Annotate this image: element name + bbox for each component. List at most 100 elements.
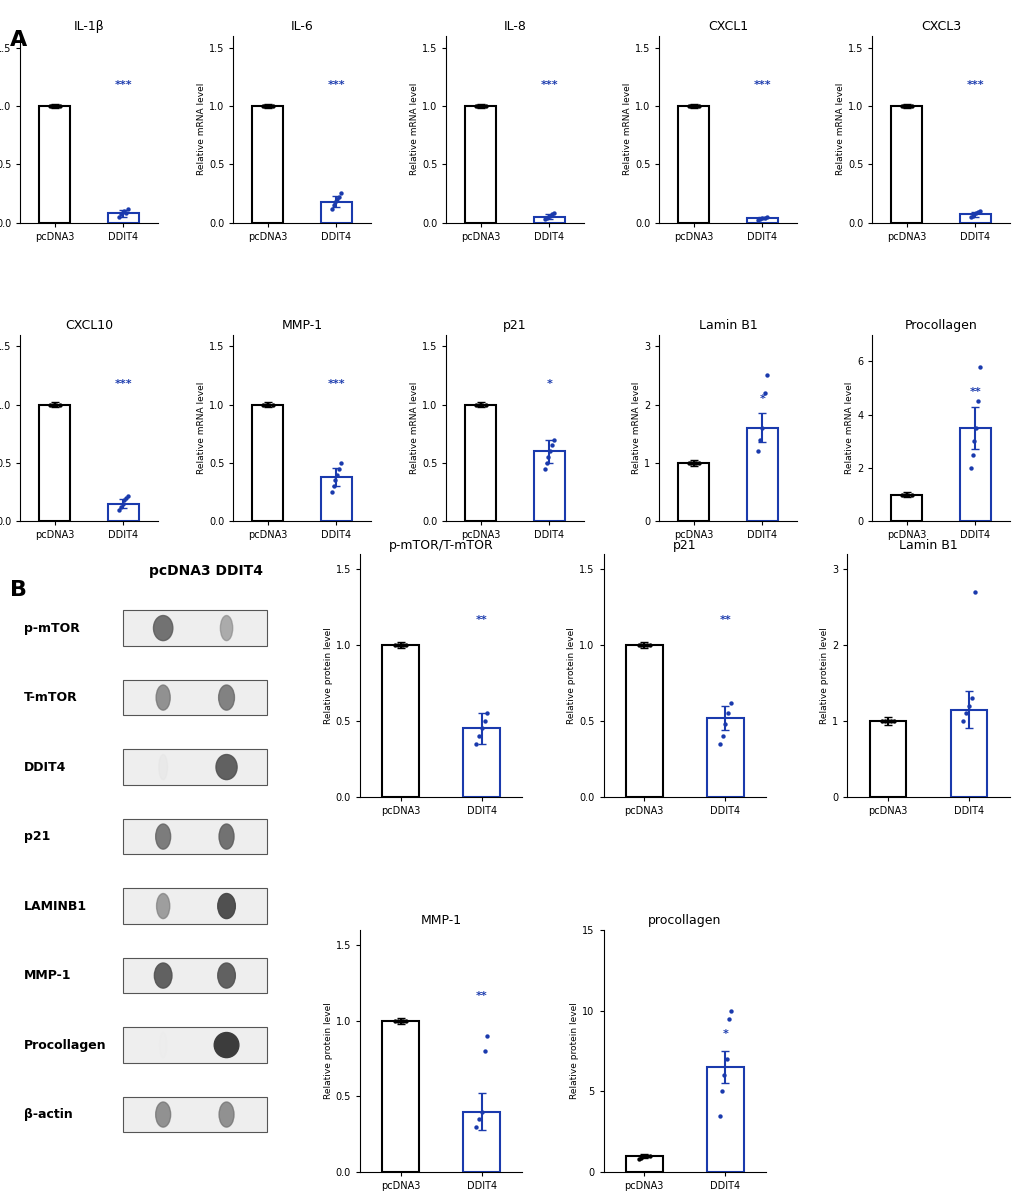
Bar — [959, 214, 989, 222]
Text: T-mTOR: T-mTOR — [23, 691, 77, 704]
Point — [962, 458, 978, 477]
Bar — [382, 645, 419, 797]
Point — [392, 1011, 409, 1030]
Point — [963, 206, 979, 225]
Bar — [891, 106, 921, 222]
Point — [118, 203, 135, 222]
Point — [538, 208, 554, 227]
Point — [479, 1026, 495, 1045]
Point — [638, 635, 654, 654]
Point — [255, 97, 271, 116]
Point — [474, 395, 490, 414]
Ellipse shape — [153, 616, 172, 641]
Bar — [626, 645, 662, 797]
Ellipse shape — [217, 963, 235, 988]
Ellipse shape — [219, 824, 233, 849]
Point — [687, 97, 703, 116]
Point — [717, 1049, 734, 1068]
Bar — [959, 428, 989, 521]
Point — [955, 712, 971, 731]
Point — [900, 97, 916, 116]
Point — [44, 97, 60, 116]
Y-axis label: Relative protein level: Relative protein level — [323, 1002, 332, 1099]
Bar — [252, 106, 283, 222]
Point — [51, 395, 67, 414]
Point — [112, 205, 128, 224]
Point — [264, 395, 280, 414]
Bar — [746, 428, 777, 521]
Bar — [321, 202, 352, 222]
Title: MMP-1: MMP-1 — [281, 319, 322, 332]
Bar — [463, 1111, 499, 1172]
Point — [542, 441, 558, 460]
Text: ***: *** — [753, 80, 770, 91]
Point — [690, 97, 706, 116]
Point — [641, 1146, 657, 1165]
Point — [472, 97, 488, 116]
Ellipse shape — [160, 1032, 166, 1057]
Point — [969, 391, 985, 410]
Point — [903, 486, 919, 505]
Point — [536, 459, 552, 478]
Point — [471, 726, 487, 745]
Y-axis label: Relative mRNA level: Relative mRNA level — [410, 382, 419, 474]
Point — [329, 465, 345, 484]
Point — [468, 734, 484, 753]
Point — [475, 97, 491, 116]
Point — [749, 441, 765, 460]
Point — [641, 635, 657, 654]
Bar — [706, 718, 743, 797]
Title: p-mTOR/T-mTOR: p-mTOR/T-mTOR — [388, 538, 493, 551]
Y-axis label: Relative mRNA level: Relative mRNA level — [197, 382, 206, 474]
Text: B: B — [10, 580, 28, 600]
Title: IL-1β: IL-1β — [73, 20, 104, 33]
Text: DDIT4: DDIT4 — [23, 761, 66, 774]
Y-axis label: Relative mRNA level: Relative mRNA level — [632, 382, 641, 474]
Point — [756, 384, 772, 403]
Point — [967, 419, 983, 438]
Point — [690, 453, 706, 472]
Text: MMP-1: MMP-1 — [23, 969, 71, 982]
Point — [45, 395, 61, 414]
Point — [257, 97, 273, 116]
Bar — [465, 106, 495, 222]
Point — [327, 471, 343, 490]
Bar — [706, 1067, 743, 1172]
Point — [389, 1011, 406, 1030]
Point — [545, 431, 561, 450]
Point — [386, 635, 403, 654]
Text: ***: *** — [114, 379, 132, 389]
Point — [758, 207, 774, 226]
Point — [389, 635, 406, 654]
Point — [893, 97, 909, 116]
Text: **: ** — [476, 615, 487, 626]
Point — [898, 97, 914, 116]
Bar — [891, 495, 921, 521]
Point — [630, 635, 646, 654]
Point — [962, 207, 978, 226]
Ellipse shape — [217, 893, 235, 919]
Point — [963, 445, 979, 464]
Bar — [40, 106, 70, 222]
Text: **: ** — [969, 388, 980, 397]
Point — [116, 490, 132, 509]
Point — [873, 712, 890, 731]
Point — [756, 208, 772, 227]
Point — [896, 97, 912, 116]
Point — [538, 453, 554, 472]
Point — [971, 201, 987, 220]
Point — [42, 97, 58, 116]
Bar — [40, 404, 70, 521]
Point — [963, 689, 979, 708]
Y-axis label: Relative mRNA level: Relative mRNA level — [845, 382, 854, 474]
Y-axis label: Relative mRNA level: Relative mRNA level — [623, 83, 632, 176]
Bar — [746, 218, 777, 222]
Point — [957, 703, 973, 722]
Text: p21: p21 — [23, 830, 50, 843]
Title: Lamin B1: Lamin B1 — [698, 319, 757, 332]
Bar — [382, 1020, 419, 1172]
Point — [118, 488, 135, 507]
Ellipse shape — [218, 685, 234, 710]
Ellipse shape — [156, 1102, 170, 1127]
Title: p21: p21 — [673, 538, 696, 551]
